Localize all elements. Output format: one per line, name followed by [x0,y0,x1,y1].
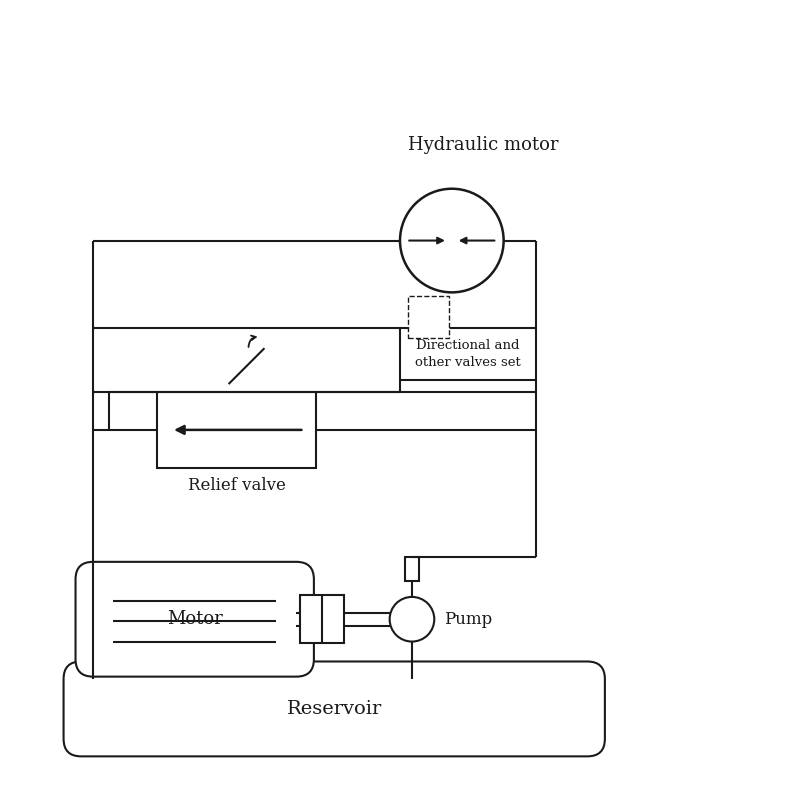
Bar [408,296,450,338]
FancyBboxPatch shape [63,662,605,756]
Text: Directional and
other valves set: Directional and other valves set [415,339,521,369]
Text: Pump: Pump [444,610,492,628]
FancyBboxPatch shape [75,562,314,677]
Text: Reservoir: Reservoir [286,700,382,718]
Bar [300,595,344,643]
Text: Hydraulic motor: Hydraulic motor [409,136,559,154]
Text: Motor: Motor [167,610,222,628]
Bar [157,392,316,468]
Bar [400,328,535,380]
Text: Relief valve: Relief valve [188,477,286,494]
Bar [405,557,419,581]
